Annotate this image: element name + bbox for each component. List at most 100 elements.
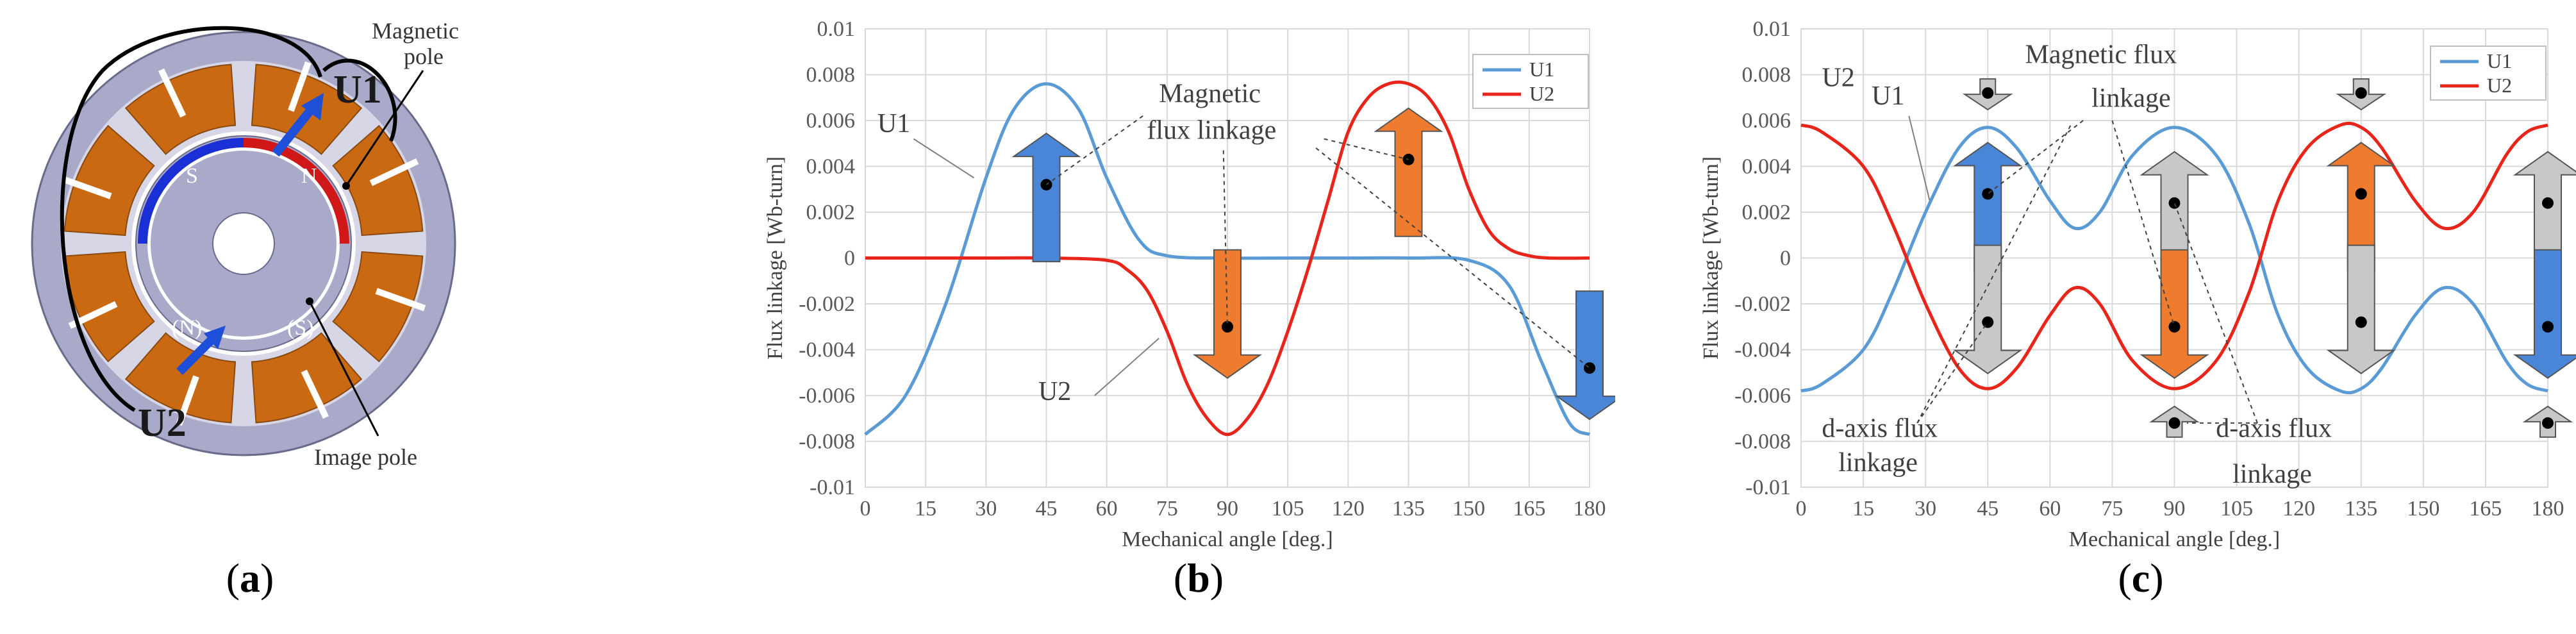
figure-label-b: (b)	[1173, 555, 1224, 601]
label-u2: U2	[138, 401, 187, 445]
x-tick-label: 90	[1217, 497, 1238, 521]
y-tick-label: -0.01	[810, 476, 855, 499]
y-tick-label: 0.004	[1742, 155, 1791, 179]
magnetic-leader-1	[1987, 120, 2084, 195]
annotation-u1: U1	[877, 109, 910, 138]
x-tick-label: 105	[1272, 497, 1304, 521]
series-line-u1	[864, 82, 1591, 437]
flux-point-dot	[2355, 87, 2367, 99]
x-tick-label: 120	[2282, 497, 2315, 521]
legend-box	[1472, 54, 1589, 109]
winding-loop-right	[322, 58, 397, 142]
figure-letter-a: a	[240, 555, 260, 601]
annotation-u2-leader	[1094, 337, 1159, 396]
callout-dot-magnetic	[342, 182, 350, 190]
flux-point-dot	[2355, 316, 2367, 328]
coil-segment	[124, 332, 237, 424]
legend-label-u1: U1	[1529, 58, 1554, 81]
x-tick-label: 180	[1574, 497, 1606, 521]
flux-arrow-marker	[1011, 132, 1081, 263]
annotation-daxis-right-2: linkage	[2232, 460, 2312, 489]
x-tick-label: 30	[1915, 497, 1936, 521]
y-tick-label: 0.006	[1742, 109, 1791, 133]
magnet-s	[138, 138, 244, 244]
legend-label-u2: U2	[2487, 74, 2512, 97]
y-tick-label: -0.004	[1734, 338, 1791, 362]
annotation-u1: U1	[1872, 81, 1904, 111]
y-tick-label: -0.006	[799, 384, 855, 408]
flux-point-dot	[2168, 417, 2181, 429]
x-tick-label: 60	[2039, 497, 2061, 521]
label-s: S	[186, 164, 198, 188]
figure-label-a: (a)	[226, 555, 274, 601]
annotation-magnetic-1: Magnetic	[1159, 79, 1261, 108]
arrow-u2-head	[204, 326, 226, 349]
x-tick-label: 180	[2532, 497, 2564, 521]
y-tick-label: -0.01	[1745, 476, 1791, 499]
y-tick-label: 0.006	[806, 109, 856, 133]
annotation-daxis-left-2: linkage	[1838, 448, 1918, 478]
annotation-magnetic-1: Magnetic flux	[2025, 40, 2177, 70]
annotation-u2: U2	[1038, 377, 1071, 406]
x-axis-label: Mechanical angle [deg.]	[2069, 528, 2280, 551]
shaft-hole	[212, 212, 275, 275]
y-tick-label: -0.008	[799, 430, 855, 454]
y-axis-label: Flux linkage [Wb-turn]	[763, 156, 787, 360]
y-tick-label: -0.002	[1734, 292, 1791, 316]
flux-point-dot	[2168, 197, 2181, 209]
flux-arrow-marker	[1554, 290, 1625, 421]
label-s-image: (S)	[287, 316, 314, 340]
x-tick-label: 150	[2407, 497, 2439, 521]
x-tick-label: 105	[2220, 497, 2253, 521]
slot-divider	[288, 61, 312, 112]
flux-arrow-marker	[2140, 249, 2209, 379]
y-tick-label: -0.002	[799, 292, 855, 316]
flux-point-dot	[2542, 321, 2554, 333]
magnetic-leader-2	[2111, 120, 2175, 328]
annotation-magnetic-2: linkage	[2091, 84, 2171, 113]
label-n: N	[301, 164, 317, 188]
annotation-u2: U2	[1822, 63, 1854, 92]
label-magnetic-pole-1: Magnetic	[372, 18, 459, 44]
y-tick-label: 0.008	[1742, 63, 1791, 87]
annotation-daxis-right-1: d-axis flux	[2216, 413, 2332, 443]
y-tick-label: 0	[1780, 247, 1791, 271]
slot-divider	[176, 375, 199, 426]
annotation-u1-leader	[1908, 115, 1931, 201]
slot-divider	[301, 369, 329, 419]
x-tick-label: 30	[975, 497, 997, 521]
flux-arrow-marker	[2513, 249, 2576, 379]
callout-dot-image	[306, 297, 313, 305]
daxis-leader-1	[1916, 322, 1989, 424]
x-tick-label: 15	[1852, 497, 1874, 521]
y-axis-label: Flux linkage [Wb-turn]	[1699, 156, 1723, 360]
flux-point-dot	[1222, 321, 1233, 333]
x-tick-label: 75	[1156, 497, 1178, 521]
panel-c: 0.01 0.008 0.006 0.004 0.002 0 -0.002 -0.004 -0.…	[1692, 0, 2576, 601]
legend-label-u1: U1	[2487, 49, 2512, 72]
callout-image-pole	[308, 301, 379, 437]
figure-letter-b: b	[1187, 555, 1210, 601]
x-tick-label: 0	[1796, 497, 1807, 521]
figure-label-c: (c)	[2118, 555, 2164, 601]
x-axis-label: Mechanical angle [deg.]	[1122, 528, 1333, 551]
x-tick-label: 120	[1332, 497, 1365, 521]
series-line-u2	[865, 80, 1590, 437]
daxis-leader-2	[1916, 124, 2072, 424]
y-tick-label: 0.008	[806, 63, 856, 87]
flux-point-dot	[2542, 417, 2554, 429]
x-tick-label: 165	[1513, 497, 1545, 521]
arrow-u2-shaft	[176, 333, 218, 375]
x-tick-label: 15	[915, 497, 936, 521]
y-tick-label: 0.01	[1753, 17, 1791, 41]
panel-a: S N (N) (S) U1 U2 Magnetic pole Image po…	[0, 0, 487, 634]
flux-point-dot	[2355, 188, 2367, 200]
flux-arrow-marker	[1953, 244, 2023, 374]
slot-divider	[158, 68, 187, 118]
chart-c: 0.01 0.008 0.006 0.004 0.002 0 -0.002 -0.004 -0.…	[1699, 17, 2576, 551]
x-tick-label: 150	[1452, 497, 1485, 521]
magnet-n	[244, 138, 349, 244]
magnetic-leader-2	[1222, 150, 1228, 327]
coil-segment	[63, 124, 155, 237]
flux-point-dot	[2542, 197, 2554, 209]
